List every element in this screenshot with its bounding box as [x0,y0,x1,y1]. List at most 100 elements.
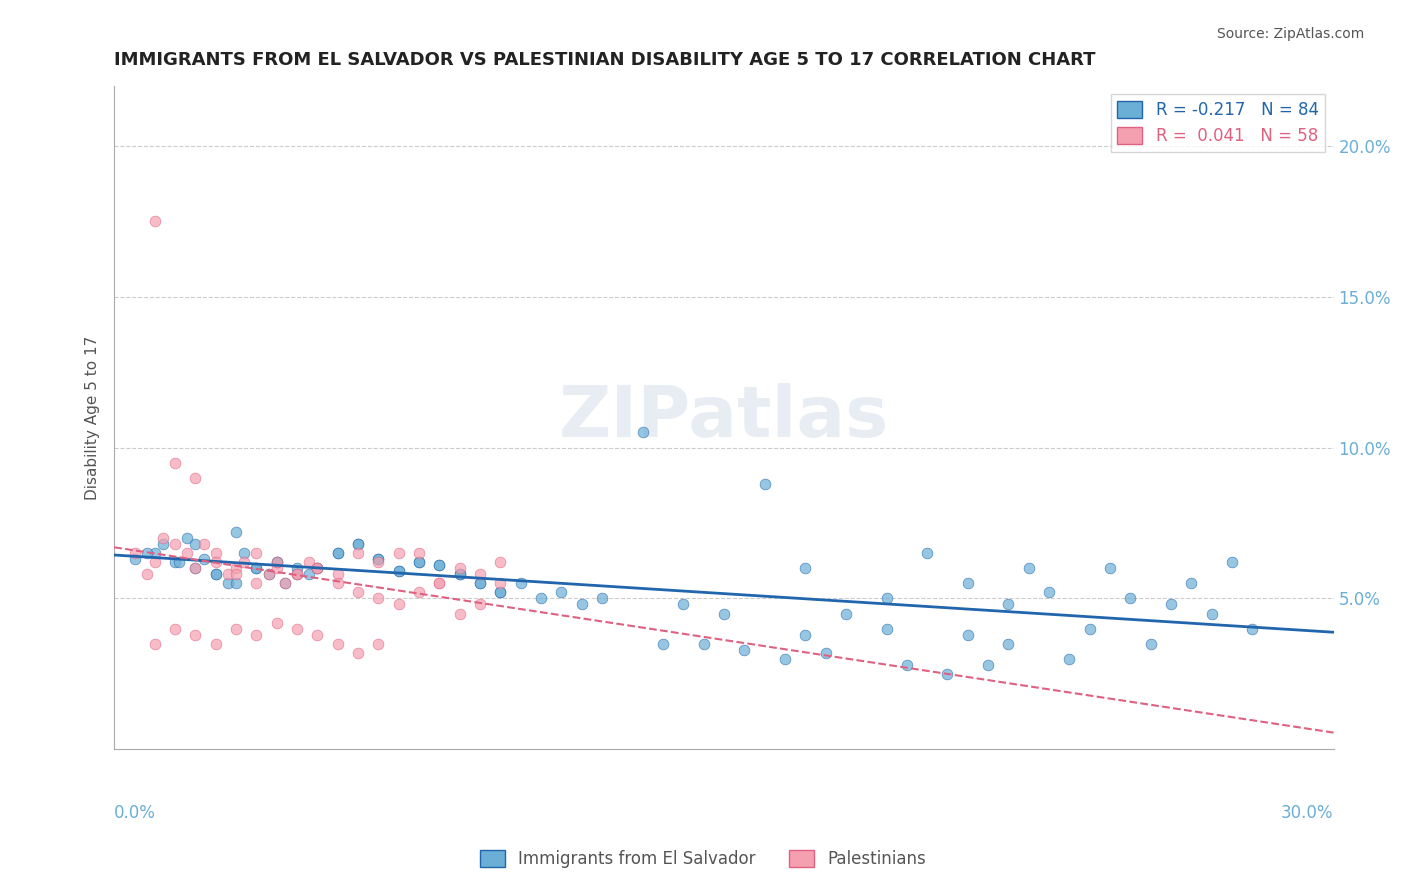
Point [631,425,654,440]
Point [204,637,226,651]
Point [468,598,491,612]
Legend: R = -0.217   N = 84, R =  0.041   N = 58: R = -0.217 N = 84, R = 0.041 N = 58 [1111,94,1326,152]
Point [143,555,166,569]
Point [307,561,329,575]
Point [245,561,267,575]
Point [388,598,411,612]
Point [135,546,157,560]
Point [225,524,247,539]
Point [347,537,370,551]
Point [429,558,451,573]
Point [176,546,198,560]
Point [814,646,837,660]
Point [509,576,531,591]
Point [794,561,817,575]
Text: IMMIGRANTS FROM EL SALVADOR VS PALESTINIAN DISABILITY AGE 5 TO 17 CORRELATION CH: IMMIGRANTS FROM EL SALVADOR VS PALESTINI… [114,51,1095,69]
Point [388,564,411,578]
Point [274,576,297,591]
Point [489,576,512,591]
Point [257,567,280,582]
Point [489,585,512,599]
Point [591,591,613,606]
Point [266,555,288,569]
Point [956,576,979,591]
Point [176,531,198,545]
Point [1038,585,1060,599]
Point [245,627,267,641]
Point [307,561,329,575]
Point [429,576,451,591]
Point [672,598,695,612]
Point [204,567,226,582]
Point [285,567,308,582]
Point [307,627,329,641]
Point [326,576,349,591]
Point [449,567,471,582]
Point [204,555,226,569]
Legend: Immigrants from El Salvador, Palestinians: Immigrants from El Salvador, Palestinian… [474,843,932,875]
Text: ZIPatlas: ZIPatlas [558,383,889,452]
Point [408,555,430,569]
Point [449,561,471,575]
Point [217,567,239,582]
Point [266,561,288,575]
Point [896,657,918,672]
Point [388,564,411,578]
Point [489,585,512,599]
Point [468,576,491,591]
Point [167,555,190,569]
Point [326,637,349,651]
Point [956,627,979,641]
Point [165,537,187,551]
Point [1180,576,1202,591]
Point [977,657,1000,672]
Point [152,537,174,551]
Point [794,627,817,641]
Point [1160,598,1182,612]
Point [468,567,491,582]
Point [1241,622,1264,636]
Point [165,555,187,569]
Point [217,576,239,591]
Point [307,561,329,575]
Point [347,537,370,551]
Point [713,607,735,621]
Point [915,546,938,560]
Point [835,607,858,621]
Point [298,555,321,569]
Point [1220,555,1243,569]
Point [754,476,776,491]
Point [285,622,308,636]
Point [347,546,370,560]
Point [143,214,166,228]
Point [143,637,166,651]
Point [233,546,256,560]
Point [571,598,593,612]
Point [408,546,430,560]
Point [193,552,215,566]
Y-axis label: Disability Age 5 to 17: Disability Age 5 to 17 [86,335,100,500]
Point [1201,607,1223,621]
Point [408,555,430,569]
Point [367,555,389,569]
Point [165,622,187,636]
Point [184,537,207,551]
Point [233,555,256,569]
Point [367,552,389,566]
Point [388,546,411,560]
Point [266,615,288,630]
Point [245,546,267,560]
Point [449,607,471,621]
Point [733,642,755,657]
Point [152,531,174,545]
Point [266,555,288,569]
Point [1078,622,1101,636]
Point [225,622,247,636]
Point [245,561,267,575]
Point [266,555,288,569]
Point [367,552,389,566]
Point [135,567,157,582]
Point [225,576,247,591]
Point [367,637,389,651]
Point [225,561,247,575]
